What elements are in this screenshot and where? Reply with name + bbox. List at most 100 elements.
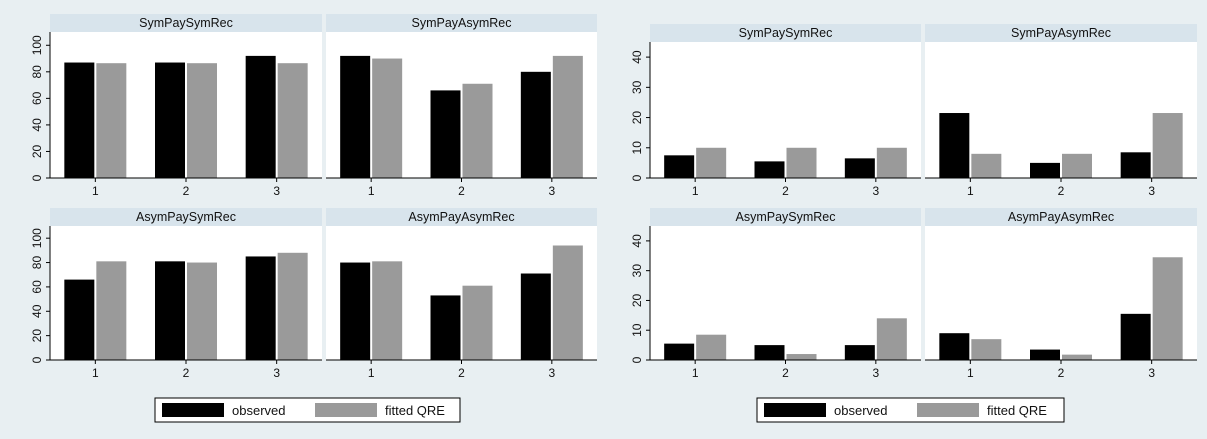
y-tick-label: 10 [630,141,644,155]
y-tick-label: 20 [630,293,644,307]
x-tick-label: 3 [273,184,280,198]
y-tick-label: 20 [630,111,644,125]
bar-fitted-QRE-cat-3 [1152,257,1183,360]
bar-fitted-QRE-cat-3 [277,63,308,178]
bar-observed-cat-1 [340,262,371,360]
y-tick-label: 60 [30,280,44,294]
bar-observed-cat-1 [64,62,95,179]
y-tick-label: 100 [30,228,44,248]
x-tick-label: 2 [1058,366,1065,380]
y-tick-label: 100 [30,35,44,55]
facet-title: AsymPaySymRec [136,210,236,224]
bar-fitted-QRE-cat-3 [876,318,907,360]
facet-strip [925,24,1197,42]
bar-observed-cat-2 [430,295,461,360]
y-tick-label: 40 [630,234,644,248]
facet-strip [650,24,921,42]
y-tick-label: 60 [30,91,44,105]
y-tick-label: 20 [30,144,44,158]
legend-label-fitted-QRE: fitted QRE [385,403,445,418]
y-tick-label: 40 [30,304,44,318]
y-tick-label: 20 [30,329,44,343]
legend-label-fitted-QRE: fitted QRE [987,403,1047,418]
bar-observed-cat-1 [939,113,970,178]
y-tick-label: 0 [30,174,44,181]
x-tick-label: 2 [782,184,789,198]
bar-observed-cat-2 [430,90,461,178]
x-tick-label: 2 [183,184,190,198]
x-tick-label: 3 [872,184,879,198]
bar-observed-cat-3 [520,71,551,178]
bar-fitted-QRE-cat-3 [876,147,907,178]
y-tick-label: 80 [30,256,44,270]
x-tick-label: 1 [368,366,375,380]
x-tick-label: 2 [782,366,789,380]
x-tick-label: 1 [92,184,99,198]
bar-fitted-QRE-cat-3 [552,245,583,360]
bar-observed-cat-2 [155,62,185,179]
bar-observed-cat-1 [64,279,95,360]
y-tick-label: 0 [630,356,644,363]
bar-fitted-QRE-cat-2 [187,63,217,178]
facet-title: SymPaySymRec [739,26,833,40]
x-tick-label: 1 [368,184,375,198]
bar-fitted-QRE-cat-1 [696,334,727,360]
bar-fitted-QRE-cat-2 [1062,354,1092,360]
bar-fitted-QRE-cat-1 [372,58,403,178]
facet-title: AsymPayAsymRec [1008,210,1114,224]
legend-label-observed: observed [232,403,285,418]
x-tick-label: 3 [1148,366,1155,380]
bar-fitted-QRE-cat-1 [971,153,1002,178]
panel-area [50,32,322,178]
x-tick-label: 3 [1148,184,1155,198]
panel-area [650,226,921,360]
bar-fitted-QRE-cat-1 [696,147,727,178]
bar-fitted-QRE-cat-3 [1152,113,1183,178]
x-tick-label: 1 [692,184,699,198]
bar-observed-cat-3 [245,55,276,178]
y-tick-label: 80 [30,65,44,79]
y-tick-label: 0 [630,174,644,181]
legend-swatch-fitted-QRE [917,403,979,417]
legend-swatch-observed [162,403,224,417]
bar-fitted-QRE-cat-2 [786,354,817,360]
facet-strip [50,14,322,32]
x-tick-label: 3 [548,184,555,198]
facet-strip [650,208,921,226]
bar-observed-cat-3 [844,158,875,178]
bar-observed-cat-1 [340,55,371,178]
bar-observed-cat-1 [664,343,695,360]
bar-observed-cat-3 [844,345,875,360]
panel-area [925,42,1197,178]
x-tick-label: 1 [967,184,974,198]
y-tick-label: 0 [30,356,44,363]
bar-fitted-QRE-cat-1 [96,261,127,360]
legend-swatch-fitted-QRE [315,403,377,417]
bar-fitted-QRE-cat-2 [1062,153,1092,178]
bar-fitted-QRE-cat-2 [462,285,493,360]
bar-fitted-QRE-cat-3 [552,55,583,178]
y-tick-label: 40 [630,50,644,64]
x-tick-label: 3 [273,366,280,380]
bar-observed-cat-2 [1030,162,1060,178]
facet-AsymPayAsymRec: AsymPayAsymRec 1 2 3 [925,208,1197,380]
bar-observed-cat-3 [1120,313,1151,360]
bar-observed-cat-2 [155,261,185,360]
y-tick-label: 30 [630,80,644,94]
facet-title: AsymPayAsymRec [408,210,514,224]
panel-area [50,226,322,360]
x-tick-label: 2 [458,184,465,198]
bar-observed-cat-2 [754,345,785,360]
bar-observed-cat-2 [1030,349,1060,360]
bar-fitted-QRE-cat-3 [277,252,308,360]
bar-fitted-QRE-cat-1 [971,339,1002,360]
x-tick-label: 2 [1058,184,1065,198]
bar-fitted-QRE-cat-2 [462,83,493,178]
legend-swatch-observed [764,403,826,417]
y-tick-label: 10 [630,323,644,337]
facet-AsymPaySymRec: AsymPaySymRec 1 2 3 0 20 40 60 80 100 [30,208,322,380]
